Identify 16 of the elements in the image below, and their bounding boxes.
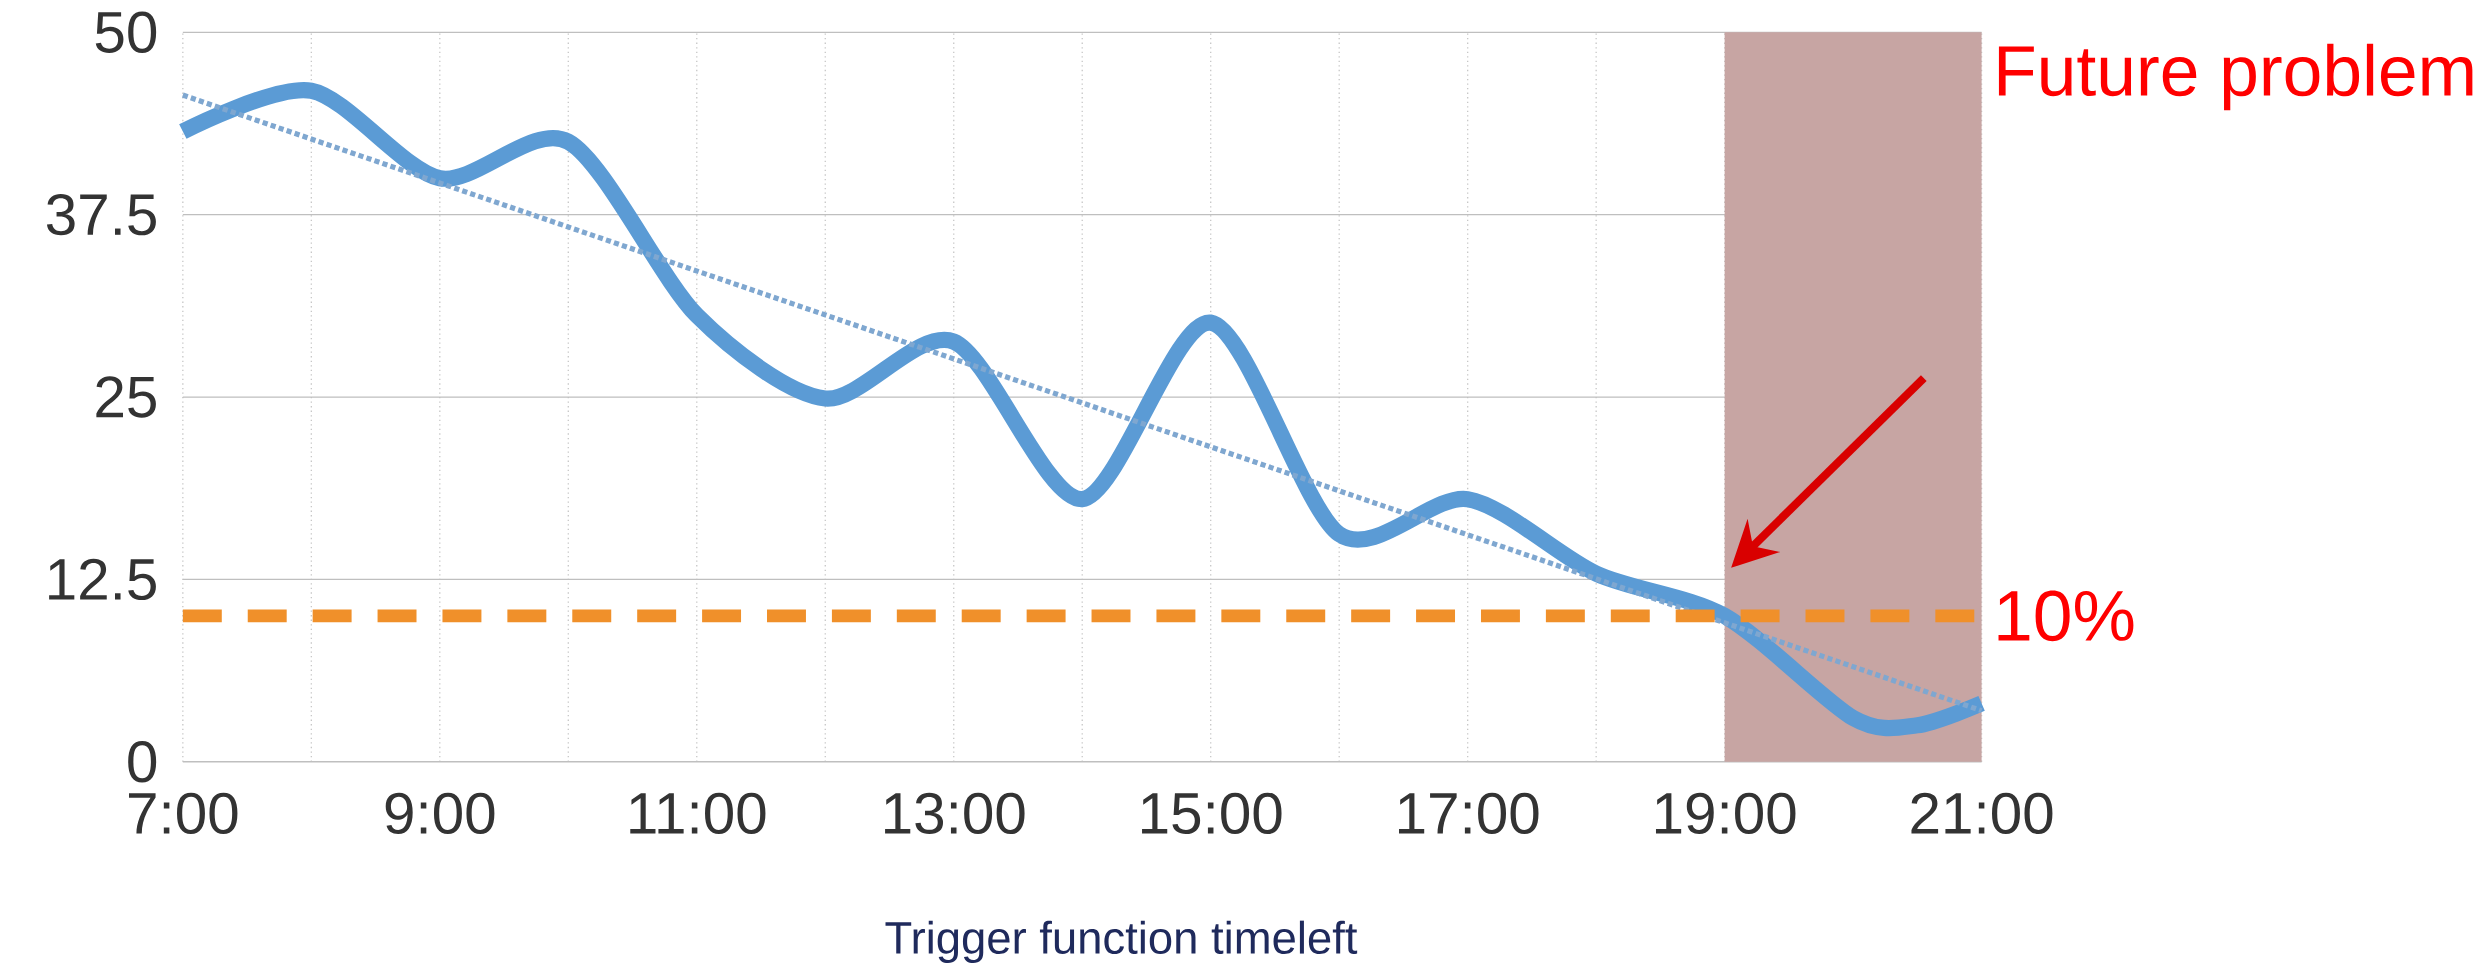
y-tick-label: 25 (96, 376, 156, 418)
x-tick-label: 13:00 (885, 792, 1025, 835)
x-tick-label: 15:00 (1142, 792, 1282, 835)
x-tick-label: 9:00 (385, 792, 495, 835)
x-tick-label: 7:00 (129, 792, 238, 835)
band-label: Future problem (1998, 43, 2473, 111)
x-tick-label: 19:00 (1655, 792, 1796, 835)
x-tick-label: 21:00 (1911, 792, 2053, 835)
y-tick-label: 12.5 (49, 558, 156, 601)
x-tick-label: 11:00 (630, 792, 766, 835)
y-tick-label: 50 (95, 11, 157, 54)
x-tick-label: 17:00 (1399, 792, 1539, 835)
text: Trigger function timeleft (885, 920, 1358, 964)
ref-line-label: 10% (1998, 590, 2134, 642)
y-tick-label: 37.5 (46, 194, 156, 236)
y-tick-label: 0 (128, 741, 157, 783)
